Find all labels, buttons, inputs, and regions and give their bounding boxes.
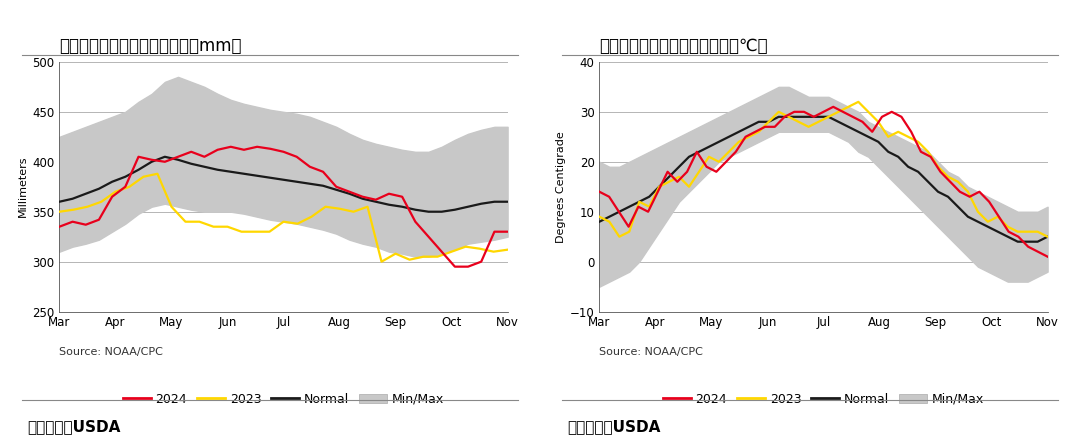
Text: Source: NOAA/CPC: Source: NOAA/CPC <box>59 347 163 357</box>
Text: 图：美豆主产区土壤墧情状况（mm）: 图：美豆主产区土壤墧情状况（mm） <box>59 37 242 55</box>
Y-axis label: Millimeters: Millimeters <box>18 156 28 217</box>
Y-axis label: Degrees Centigrade: Degrees Centigrade <box>555 131 566 243</box>
Text: Source: NOAA/CPC: Source: NOAA/CPC <box>599 347 703 357</box>
Legend: 2024, 2023, Normal, Min/Max: 2024, 2023, Normal, Min/Max <box>118 388 449 411</box>
Text: 图：美豆主产区最高气温情况（℃）: 图：美豆主产区最高气温情况（℃） <box>599 37 768 55</box>
Text: 图表来源：USDA: 图表来源：USDA <box>27 419 120 434</box>
Legend: 2024, 2023, Normal, Min/Max: 2024, 2023, Normal, Min/Max <box>658 388 989 411</box>
Text: 图表来源：USDA: 图表来源：USDA <box>567 419 660 434</box>
